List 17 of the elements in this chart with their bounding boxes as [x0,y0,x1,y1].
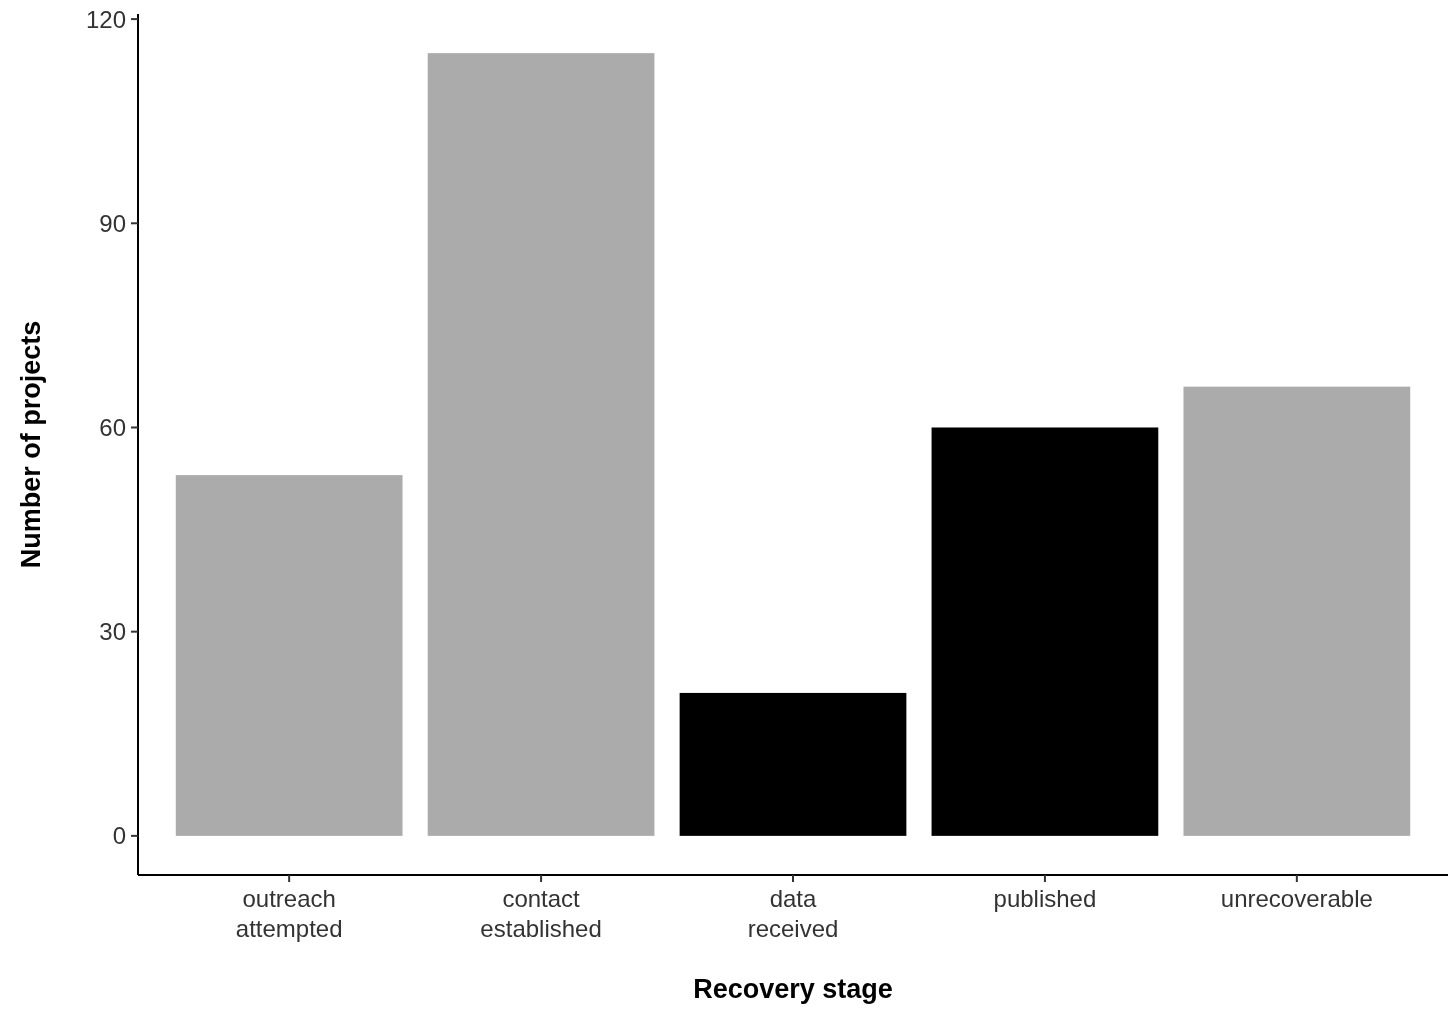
y-tick-label: 90 [99,209,126,237]
y-axis-title: Number of projects [16,320,46,569]
y-tick-label: 60 [99,413,126,441]
bar [175,475,403,836]
bar [427,53,655,836]
y-tick-label: 0 [112,822,126,850]
x-tick-label: contact established [480,885,602,942]
bar [1183,386,1411,836]
bar [679,692,907,836]
x-tick-label: outreach attempted [235,885,343,942]
x-tick-label: data received [747,885,839,942]
y-tick-label: 120 [85,5,126,33]
x-axis-title: Recovery stage [693,974,893,1004]
x-tick-label: unrecoverable [1220,885,1373,912]
y-tick-label: 30 [99,618,126,646]
bar [931,427,1159,836]
x-tick-label: published [993,885,1097,912]
